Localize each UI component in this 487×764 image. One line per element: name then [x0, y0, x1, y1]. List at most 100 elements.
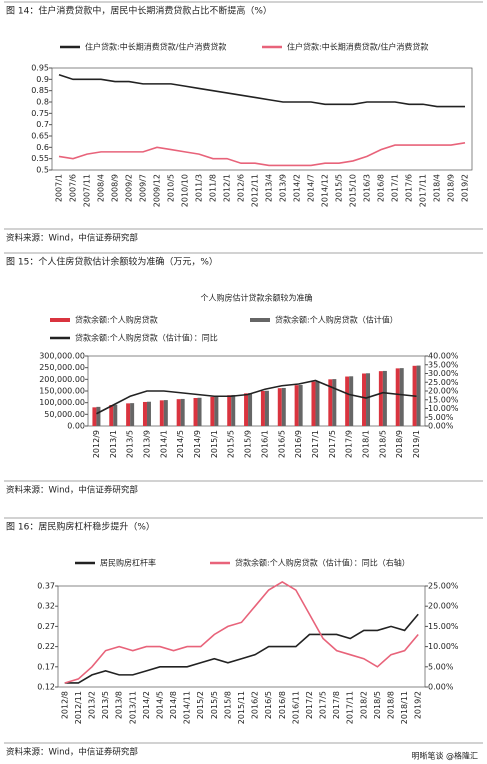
x-tick-label: 2014/7: [307, 174, 316, 202]
bar: [378, 371, 383, 426]
x-tick-label: 2013/5: [101, 691, 110, 719]
x-tick-label: 2007/1: [55, 174, 64, 202]
x-tick-label: 2019/1: [412, 430, 421, 458]
x-tick-label: 2012/8: [60, 691, 69, 719]
x-tick-label: 2015/8: [223, 691, 232, 719]
x-tick-label: 2010/5: [167, 174, 176, 202]
bar: [395, 368, 400, 426]
bar: [227, 395, 232, 426]
x-tick-label: 2014/12: [321, 174, 330, 207]
y-tick-label: 250,000.00: [39, 363, 85, 372]
x-tick-label: 2014/8: [169, 691, 178, 719]
x-tick-label: 2009/12: [153, 174, 162, 207]
x-tick-label: 2018/9: [447, 174, 456, 202]
x-tick-label: 2013/9: [279, 174, 288, 202]
x-tick-label: 2007/6: [69, 174, 78, 202]
y-tick-label: 0.9: [36, 75, 49, 84]
bar: [345, 376, 350, 426]
x-tick-label: 2018/5: [378, 430, 387, 458]
y-tick-label: 0.75: [31, 109, 49, 118]
x-tick-label: 2019/2: [414, 691, 423, 719]
x-tick-label: 2011/8: [209, 174, 218, 202]
y-tick-label: 100,000.00: [39, 398, 85, 407]
x-tick-label: 2007/11: [83, 174, 92, 207]
x-tick-label: 2018/4: [433, 174, 442, 202]
line-series: [64, 613, 419, 684]
x-tick-label: 2010/10: [181, 174, 190, 207]
line-series: [96, 379, 417, 415]
y-tick-label: 0.32: [37, 602, 55, 611]
x-tick-label: 2016/1: [260, 430, 269, 458]
y-tick-label: 0.12: [37, 683, 55, 692]
x-tick-label: 2015/11: [237, 691, 246, 724]
bar: [96, 406, 101, 426]
x-tick-label: 2012/6: [237, 174, 246, 202]
y2-tick-label: 0.00%: [428, 422, 454, 431]
x-tick-label: 2013/1: [109, 430, 118, 458]
x-tick-label: 2017/1: [311, 430, 320, 458]
x-tick-label: 2016/11: [291, 691, 300, 724]
x-tick-label: 2008/9: [111, 174, 120, 202]
x-tick-label: 2013/8: [115, 691, 124, 719]
legend-label: 住户贷款:中长期消费贷款/住户消费贷款: [85, 42, 226, 52]
chart-title: 个人购房估计贷款余额较为准确: [201, 293, 313, 303]
x-tick-label: 2015/5: [227, 430, 236, 458]
y2-tick-label: 30.00%: [428, 369, 459, 378]
x-tick-label: 2015/2: [196, 691, 205, 719]
y2-tick-label: 5.00%: [428, 413, 454, 422]
y2-tick-label: 10.00%: [428, 642, 459, 651]
bar: [113, 404, 118, 426]
y2-tick-label: 5.00%: [428, 662, 454, 671]
bar: [362, 373, 367, 426]
x-tick-label: 2014/5: [155, 691, 164, 719]
y-tick-label: 0.95: [31, 64, 49, 73]
y2-tick-label: 40.00%: [428, 352, 459, 361]
bar: [197, 397, 202, 426]
x-tick-label: 2012/1: [223, 174, 232, 202]
y2-tick-label: 20.00%: [428, 602, 459, 611]
source-note: 资料来源：Wind，中信证券研究部: [6, 747, 138, 758]
y-tick-label: 300,000.00: [39, 352, 85, 361]
line-series: [58, 142, 466, 167]
bar: [142, 401, 147, 426]
bar: [248, 393, 253, 426]
y-tick-label: 200,000.00: [39, 375, 85, 384]
bar: [126, 403, 131, 426]
y2-tick-label: 20.00%: [428, 387, 459, 396]
x-tick-label: 2017/11: [419, 174, 428, 207]
legend-label: 贷款余额:个人购房贷款（估计值）：同比: [75, 333, 218, 343]
line-series: [58, 74, 465, 108]
y-tick-label: 0.37: [37, 582, 55, 591]
legend-label: 贷款余额:个人购房贷款（估计值）：同比（右轴）: [235, 558, 410, 568]
x-tick-label: 2018/5: [373, 691, 382, 719]
plot-frame: [57, 585, 426, 688]
bar: [315, 381, 320, 426]
y-tick-label: 0.7: [36, 120, 49, 129]
x-tick-label: 2013/11: [128, 691, 137, 724]
x-tick-label: 2018/11: [400, 691, 409, 724]
x-tick-label: 2011/3: [195, 174, 204, 202]
x-tick-label: 2019/2: [461, 174, 470, 202]
x-tick-label: 2018/2: [359, 691, 368, 719]
y-tick-label: 0.17: [37, 662, 55, 671]
bar: [214, 396, 219, 426]
bar: [349, 376, 354, 426]
x-tick-label: 2017/1: [391, 174, 400, 202]
y-tick-label: 0.55: [31, 154, 49, 163]
x-tick-label: 2012/11: [251, 174, 260, 207]
x-tick-label: 2017/9: [345, 430, 354, 458]
y2-tick-label: 25.00%: [428, 378, 459, 387]
y-tick-label: 0.8: [36, 98, 49, 107]
x-tick-label: 2018/8: [387, 691, 396, 719]
y-tick-label: 0.00: [67, 422, 85, 431]
x-tick-label: 2014/2: [142, 691, 151, 719]
legend-label: 住户贷款:中长期消费贷款/住户消费贷款: [287, 42, 428, 52]
figure-caption: 图 16：居民购房杠杆稳步提升（%）: [6, 521, 155, 533]
bar: [163, 400, 168, 426]
y2-tick-label: 0.00%: [428, 683, 454, 692]
bar: [328, 379, 333, 426]
x-tick-label: 2016/5: [264, 691, 273, 719]
y2-tick-label: 35.00%: [428, 360, 459, 369]
x-tick-label: 2013/5: [126, 430, 135, 458]
